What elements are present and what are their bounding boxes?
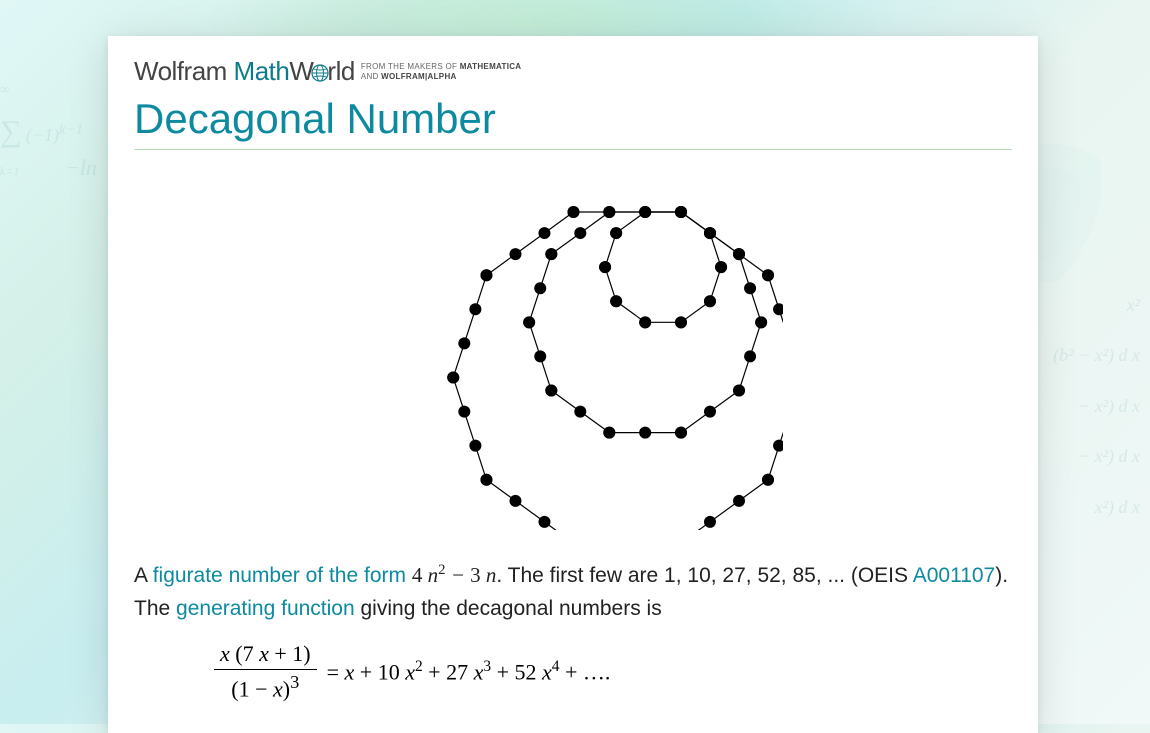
logo-text: Wolfram MathWrld [134,56,355,87]
article-body: A figurate number of the form 4 n2 − 3 n… [134,559,1012,625]
site-logo[interactable]: Wolfram MathWrld FROM THE MAKERS OF MATH… [134,56,1012,87]
link-oeis[interactable]: A001107 [913,564,996,587]
display-formula: x (7 x + 1) (1 − x)3 = x + 10 x2 + 27 x3… [214,639,1012,703]
inline-formula: 4 n2 − 3 n [412,563,497,587]
bg-formula-left: ∞ ∑ (−1)k−1 k=1 −ln [0,80,97,184]
link-figurate-number[interactable]: figurate number [153,564,300,587]
bg-formula-right: x² (b² − x²) d x − x²) d x − x²) d x x²)… [1053,280,1140,532]
decagon-diagram [134,170,1012,535]
link-generating-function[interactable]: generating function [176,597,355,620]
logo-tagline: FROM THE MAKERS OF MATHEMATICA AND WOLFR… [361,62,522,81]
page-title: Decagonal Number [134,95,1012,150]
content-card: Wolfram MathWrld FROM THE MAKERS OF MATH… [108,36,1038,733]
link-of-the-form[interactable]: of the form [306,564,406,587]
